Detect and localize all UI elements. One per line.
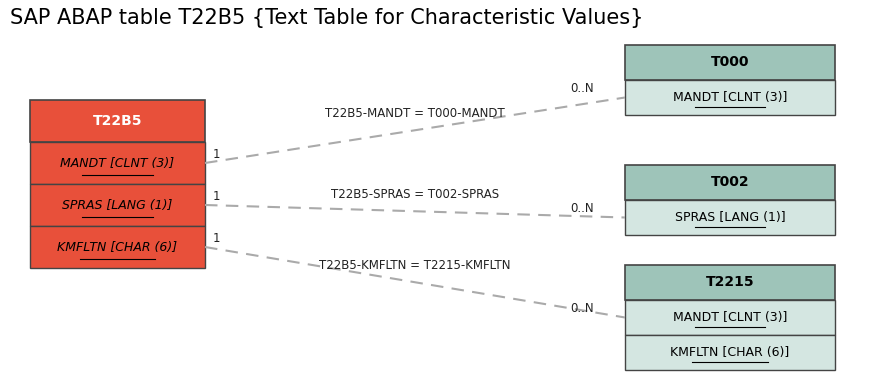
- Text: 0..N: 0..N: [570, 83, 594, 95]
- Text: 1: 1: [213, 190, 220, 203]
- Bar: [625, 300, 835, 335]
- Text: 1: 1: [213, 232, 220, 245]
- Text: 0..N: 0..N: [570, 302, 594, 316]
- Text: MANDT [CLNT (3)]: MANDT [CLNT (3)]: [673, 311, 788, 324]
- Text: SPRAS [LANG (1)]: SPRAS [LANG (1)]: [675, 211, 785, 224]
- Text: KMFLTN [CHAR (6)]: KMFLTN [CHAR (6)]: [57, 241, 178, 253]
- Text: MANDT [CLNT (3)]: MANDT [CLNT (3)]: [61, 156, 174, 170]
- Text: T2215: T2215: [706, 276, 754, 290]
- Bar: [625, 265, 835, 300]
- Bar: [30, 226, 205, 268]
- Bar: [625, 335, 835, 370]
- Text: T002: T002: [711, 176, 750, 190]
- Text: SPRAS [LANG (1)]: SPRAS [LANG (1)]: [63, 199, 173, 211]
- Text: T22B5-SPRAS = T002-SPRAS: T22B5-SPRAS = T002-SPRAS: [331, 188, 499, 201]
- Text: T22B5: T22B5: [93, 114, 142, 128]
- Text: T22B5-MANDT = T000-MANDT: T22B5-MANDT = T000-MANDT: [325, 107, 505, 120]
- Bar: [30, 100, 205, 142]
- Bar: [30, 184, 205, 226]
- Bar: [30, 142, 205, 184]
- Text: 0..N: 0..N: [570, 202, 594, 216]
- Text: T22B5-KMFLTN = T2215-KMFLTN: T22B5-KMFLTN = T2215-KMFLTN: [319, 259, 511, 272]
- Text: T000: T000: [711, 55, 749, 69]
- Text: KMFLTN [CHAR (6)]: KMFLTN [CHAR (6)]: [670, 346, 789, 359]
- Text: MANDT [CLNT (3)]: MANDT [CLNT (3)]: [673, 91, 788, 104]
- Bar: [625, 165, 835, 200]
- Text: 1: 1: [213, 148, 220, 161]
- Bar: [625, 80, 835, 115]
- Text: SAP ABAP table T22B5 {Text Table for Characteristic Values}: SAP ABAP table T22B5 {Text Table for Cha…: [10, 8, 643, 28]
- Bar: [625, 200, 835, 235]
- Bar: [625, 45, 835, 80]
